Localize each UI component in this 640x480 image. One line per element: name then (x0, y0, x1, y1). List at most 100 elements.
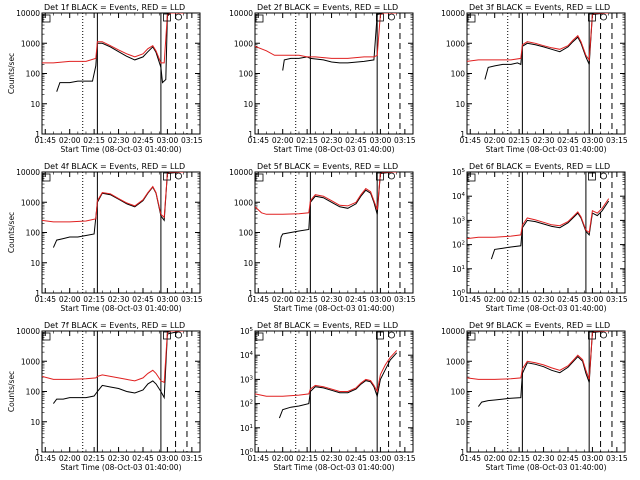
y-tick-label: 10 (30, 418, 40, 427)
y-tick-label: 10 (30, 259, 40, 268)
x-tick-label: 03:00 (157, 136, 179, 145)
y-tick-label: 100 (452, 289, 466, 298)
y-tick-label: 10000 (441, 327, 465, 336)
events-series-line (278, 172, 394, 248)
y-tick-label: 10 (455, 100, 465, 109)
x-tick-label: 01:45 (459, 295, 481, 304)
x-tick-label: 02:15 (508, 136, 530, 145)
events-series-line (52, 331, 181, 404)
y-tick-label: 104 (452, 192, 466, 201)
detector-panel-9: Det 9f BLACK = Events, RED = LLD 1 10 100 10… (441, 321, 628, 472)
lld-series-line (255, 350, 398, 397)
flag-circle (388, 13, 395, 21)
y-tick-label: 1000 (21, 39, 40, 48)
flag-box-left (255, 332, 264, 341)
x-tick-label: 03:15 (181, 454, 203, 463)
panel-title: Det 2f BLACK = Events, RED = LLD (257, 3, 398, 12)
x-axis-label: Start Time (08-Oct-03 01:40:00) (485, 145, 606, 154)
y-tick-label: 1000 (234, 198, 253, 207)
x-tick-label: 02:45 (557, 454, 579, 463)
x-tick-label: 02:00 (272, 454, 294, 463)
x-tick-label: 01:45 (459, 454, 481, 463)
flag-box-left (467, 14, 476, 23)
y-tick-label: 103 (452, 216, 466, 225)
x-tick-label: 02:45 (345, 295, 367, 304)
events-series-line (490, 200, 610, 260)
x-tick-label: 02:30 (533, 454, 555, 463)
flag-circle (600, 172, 607, 180)
x-tick-label: 03:00 (157, 454, 179, 463)
x-tick-label: 02:15 (508, 454, 530, 463)
flag-box-right (163, 13, 171, 22)
x-tick-label: 02:45 (132, 295, 154, 304)
x-tick-label: 03:15 (181, 295, 203, 304)
axes-frame (466, 171, 626, 294)
x-tick-label: 02:15 (296, 136, 318, 145)
x-tick-label: 02:30 (108, 136, 130, 145)
flag-box-right (376, 331, 384, 340)
x-axis-label: Start Time (08-Oct-03 01:40:00) (273, 304, 394, 313)
events-series-line (278, 352, 398, 419)
x-tick-label: 03:00 (370, 295, 392, 304)
y-tick-label: 100 (451, 70, 466, 79)
y-tick-label: 1000 (234, 39, 253, 48)
y-tick-label: 101 (452, 265, 465, 274)
y-tick-label: 104 (240, 351, 254, 360)
panel-title: Det 5f BLACK = Events, RED = LLD (257, 162, 398, 171)
x-tick-label: 01:45 (247, 295, 269, 304)
flag-box-right (163, 172, 171, 181)
events-series-line (52, 172, 181, 248)
y-tick-label: 10000 (16, 168, 40, 177)
x-tick-label: 02:30 (321, 454, 343, 463)
flag-box-right (163, 331, 171, 340)
lld-series-line (255, 13, 397, 59)
y-tick-label: 1000 (21, 357, 40, 366)
flag-circle (388, 331, 395, 339)
x-tick-label: 02:15 (83, 454, 105, 463)
x-tick-label: 03:00 (582, 454, 604, 463)
y-tick-label: 10 (455, 418, 465, 427)
lld-series-line (42, 331, 184, 384)
y-tick-label: 100 (239, 70, 254, 79)
y-tick-label: 10000 (441, 9, 465, 18)
x-tick-label: 02:30 (533, 136, 555, 145)
y-tick-label: 1 (35, 289, 40, 298)
detector-panel-3: Det 3f BLACK = Events, RED = LLD 1 10 100 10… (441, 3, 628, 154)
y-tick-label: 10000 (229, 9, 253, 18)
x-axis-label: Start Time (08-Oct-03 01:40:00) (60, 463, 181, 472)
y-tick-label: 10000 (229, 168, 253, 177)
flag-box-left (42, 332, 51, 341)
x-tick-label: 02:00 (484, 454, 506, 463)
y-axis-label: Counts/sec (7, 53, 16, 94)
x-axis-label: Start Time (08-Oct-03 01:40:00) (273, 145, 394, 154)
panel-title: Det 9f BLACK = Events, RED = LLD (469, 321, 610, 330)
detector-panel-4: Det 4f BLACK = Events, RED = LLD 1 10 100 10… (7, 162, 203, 313)
y-tick-label: 100 (26, 229, 41, 238)
events-series-line (477, 331, 606, 407)
x-axis-label: Start Time (08-Oct-03 01:40:00) (485, 463, 606, 472)
x-tick-label: 02:30 (321, 136, 343, 145)
lld-series-line (467, 13, 609, 62)
y-tick-label: 101 (240, 424, 253, 433)
lld-series-line (255, 172, 397, 215)
x-tick-label: 03:00 (582, 295, 604, 304)
x-tick-label: 01:45 (247, 454, 269, 463)
x-tick-label: 03:00 (157, 295, 179, 304)
x-tick-label: 01:45 (34, 136, 56, 145)
x-tick-label: 01:45 (459, 136, 481, 145)
y-tick-label: 1 (460, 130, 465, 139)
x-tick-label: 02:45 (345, 136, 367, 145)
flag-circle (175, 172, 182, 180)
y-tick-label: 1000 (446, 39, 465, 48)
x-tick-label: 02:15 (83, 136, 105, 145)
x-tick-label: 03:15 (606, 295, 628, 304)
x-tick-label: 02:45 (132, 454, 154, 463)
y-tick-label: 10 (30, 100, 40, 109)
x-tick-label: 02:15 (296, 454, 318, 463)
x-tick-label: 02:15 (508, 295, 530, 304)
x-axis-label: Start Time (08-Oct-03 01:40:00) (60, 304, 181, 313)
y-tick-label: 1 (248, 289, 253, 298)
detector-panel-5: Det 5f BLACK = Events, RED = LLD 1 10 100 10… (229, 162, 416, 313)
y-tick-label: 1 (35, 448, 40, 457)
y-tick-label: 10 (243, 100, 253, 109)
